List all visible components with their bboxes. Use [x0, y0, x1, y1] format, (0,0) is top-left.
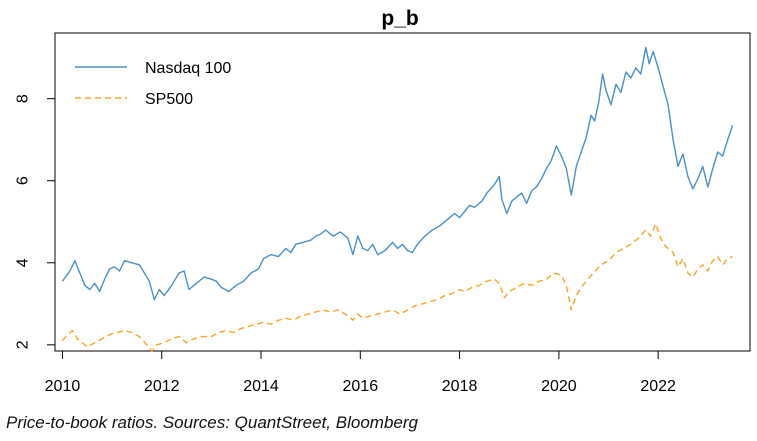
chart-title: p_b	[381, 7, 418, 30]
plot-frame	[54, 32, 751, 352]
y-tick-label: 6	[15, 176, 32, 185]
x-tick-label: 2010	[45, 378, 81, 395]
series-layer	[61, 46, 734, 352]
chart-svg: p_b 2010 2012 2014 2016 2018 2020 2022 2 4 6 8 Na…	[15, 7, 751, 395]
y-tick-label: 2	[15, 340, 32, 349]
y-tick-label: 8	[15, 94, 32, 103]
x-axis: 2010 2012 2014 2016 2018 2020 2022	[45, 350, 676, 395]
y-axis: 2 4 6 8	[15, 94, 56, 349]
x-tick-label: 2016	[343, 378, 379, 395]
legend: Nasdaq 100 SP500	[75, 60, 231, 108]
x-tick-label: 2018	[442, 378, 478, 395]
x-tick-label: 2022	[640, 378, 676, 395]
chart-caption: Price-to-book ratios. Sources: QuantStre…	[6, 413, 418, 432]
series-line-nasdaq-100	[61, 46, 734, 301]
legend-label: Nasdaq 100	[145, 60, 231, 77]
x-tick-label: 2012	[144, 378, 180, 395]
legend-label: SP500	[145, 91, 193, 108]
y-tick-label: 4	[15, 258, 32, 267]
x-tick-label: 2020	[541, 378, 577, 395]
x-tick-label: 2014	[243, 378, 279, 395]
series-line-sp500	[61, 223, 733, 352]
